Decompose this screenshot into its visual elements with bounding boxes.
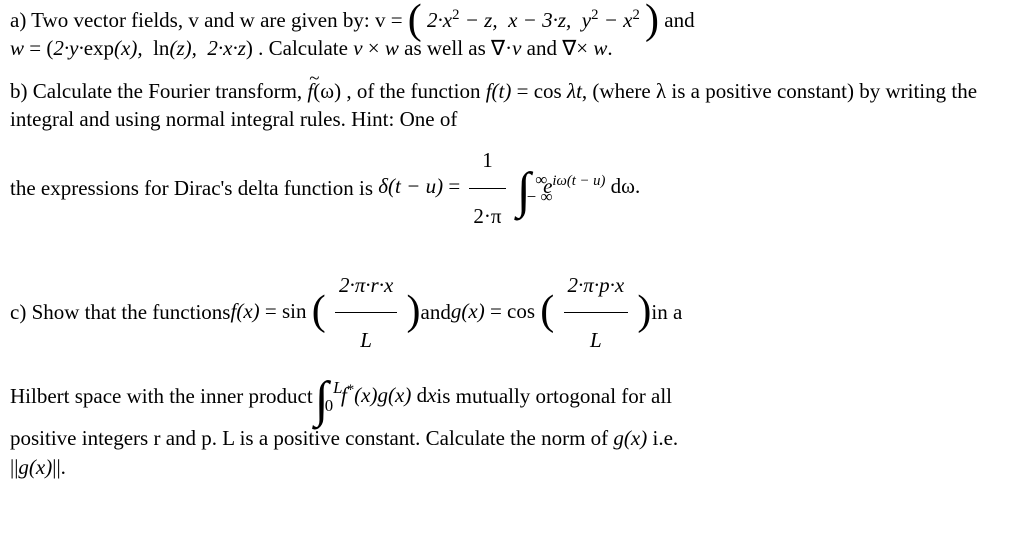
frac-den: 2·π: [469, 188, 505, 244]
problem-c: c) Show that the functions f(x) = sin ( …: [10, 258, 1014, 481]
int2-upper: L: [333, 366, 342, 410]
c3c: i.e.: [647, 426, 678, 450]
delta-def: δ(t − u) = 1 2·π ∞ ∫ − ∞ eiω(t − u) dω.: [373, 133, 640, 243]
v-eq-label: v =: [375, 8, 408, 32]
c-post2: is mutually ortogonal for all: [436, 369, 672, 424]
f-tilde-symbol: f: [307, 77, 313, 105]
f-frac: 2·π·r·x L: [335, 258, 397, 368]
problem-c-line4: ||g(x)||.: [10, 453, 1014, 481]
problem-a: a) Two vector fields, v and w are given …: [10, 6, 1014, 63]
g-frac-num: 2·π·p·x: [564, 258, 629, 313]
c-and: and: [421, 285, 451, 340]
vector-v-def: v = ( 2·x2 − z, x − 3·z, y2 − x2 ): [375, 8, 664, 32]
f-def: f(x) = sin ( 2·π·r·x L ): [230, 258, 420, 368]
g-of-x: g(x): [613, 426, 647, 450]
c3a: positive integers r and p. L is a positi…: [10, 426, 613, 450]
frac-num: 1: [469, 133, 505, 188]
problem-c-line3: positive integers r and p. L is a positi…: [10, 424, 1014, 452]
c-hilbert: Hilbert space with the inner product: [10, 369, 313, 424]
problem-b-line1: b) Calculate the Fourier transform, f(ω)…: [10, 77, 1014, 134]
inner-product: L ∫ 0 f*(x)g(x) dx: [313, 368, 437, 424]
b-mid: , of the function: [346, 79, 485, 103]
v-comp-2: x − 3·z,: [508, 8, 576, 32]
integral-icon-2: L ∫ 0: [315, 370, 329, 425]
integral-icon: ∞ ∫ − ∞: [517, 161, 531, 216]
g-frac: 2·π·p·x L: [564, 258, 629, 368]
and-text: and: [664, 8, 694, 32]
b-pre: b) Calculate the Fourier transform,: [10, 79, 307, 103]
int-lower: − ∞: [527, 175, 553, 219]
c-pre: c) Show that the functions: [10, 285, 230, 340]
int2-lower: 0: [325, 384, 333, 428]
f-of-t: f(t) = cos λt: [486, 79, 582, 103]
f-frac-num: 2·π·r·x: [335, 258, 397, 313]
a-task: . Calculate v × w as well as ∇·v and ∇× …: [258, 36, 612, 60]
problem-c-line1: c) Show that the functions f(x) = sin ( …: [10, 258, 1014, 368]
c-post1: in a: [651, 285, 682, 340]
one-over-2pi: 1 2·π: [469, 133, 505, 243]
math-problem-page: a) Two vector fields, v and w are given …: [0, 0, 1024, 505]
problem-c-line2: Hilbert space with the inner product L ∫…: [10, 368, 1014, 424]
problem-b-line2: the expressions for Dirac's delta functi…: [10, 133, 1014, 243]
v-comp-1: 2·x2 − z,: [427, 8, 503, 32]
d-omega: dω.: [611, 174, 641, 198]
f-frac-den: L: [335, 312, 397, 368]
b2-pre: the expressions for Dirac's delta functi…: [10, 161, 373, 216]
vector-w-def: w = (2·y·exp(x), ln(z), 2·x·z): [10, 36, 258, 60]
f-tilde: f(ω): [307, 79, 341, 103]
g-def: g(x) = cos ( 2·π·p·x L ): [451, 258, 652, 368]
problem-b: b) Calculate the Fourier transform, f(ω)…: [10, 77, 1014, 244]
norm-g: ||g(x)||.: [10, 455, 66, 479]
v-comp-3: y2 − x2: [582, 8, 640, 32]
g-frac-den: L: [564, 312, 629, 368]
problem-a-intro: a) Two vector fields, v and w are given …: [10, 8, 375, 32]
